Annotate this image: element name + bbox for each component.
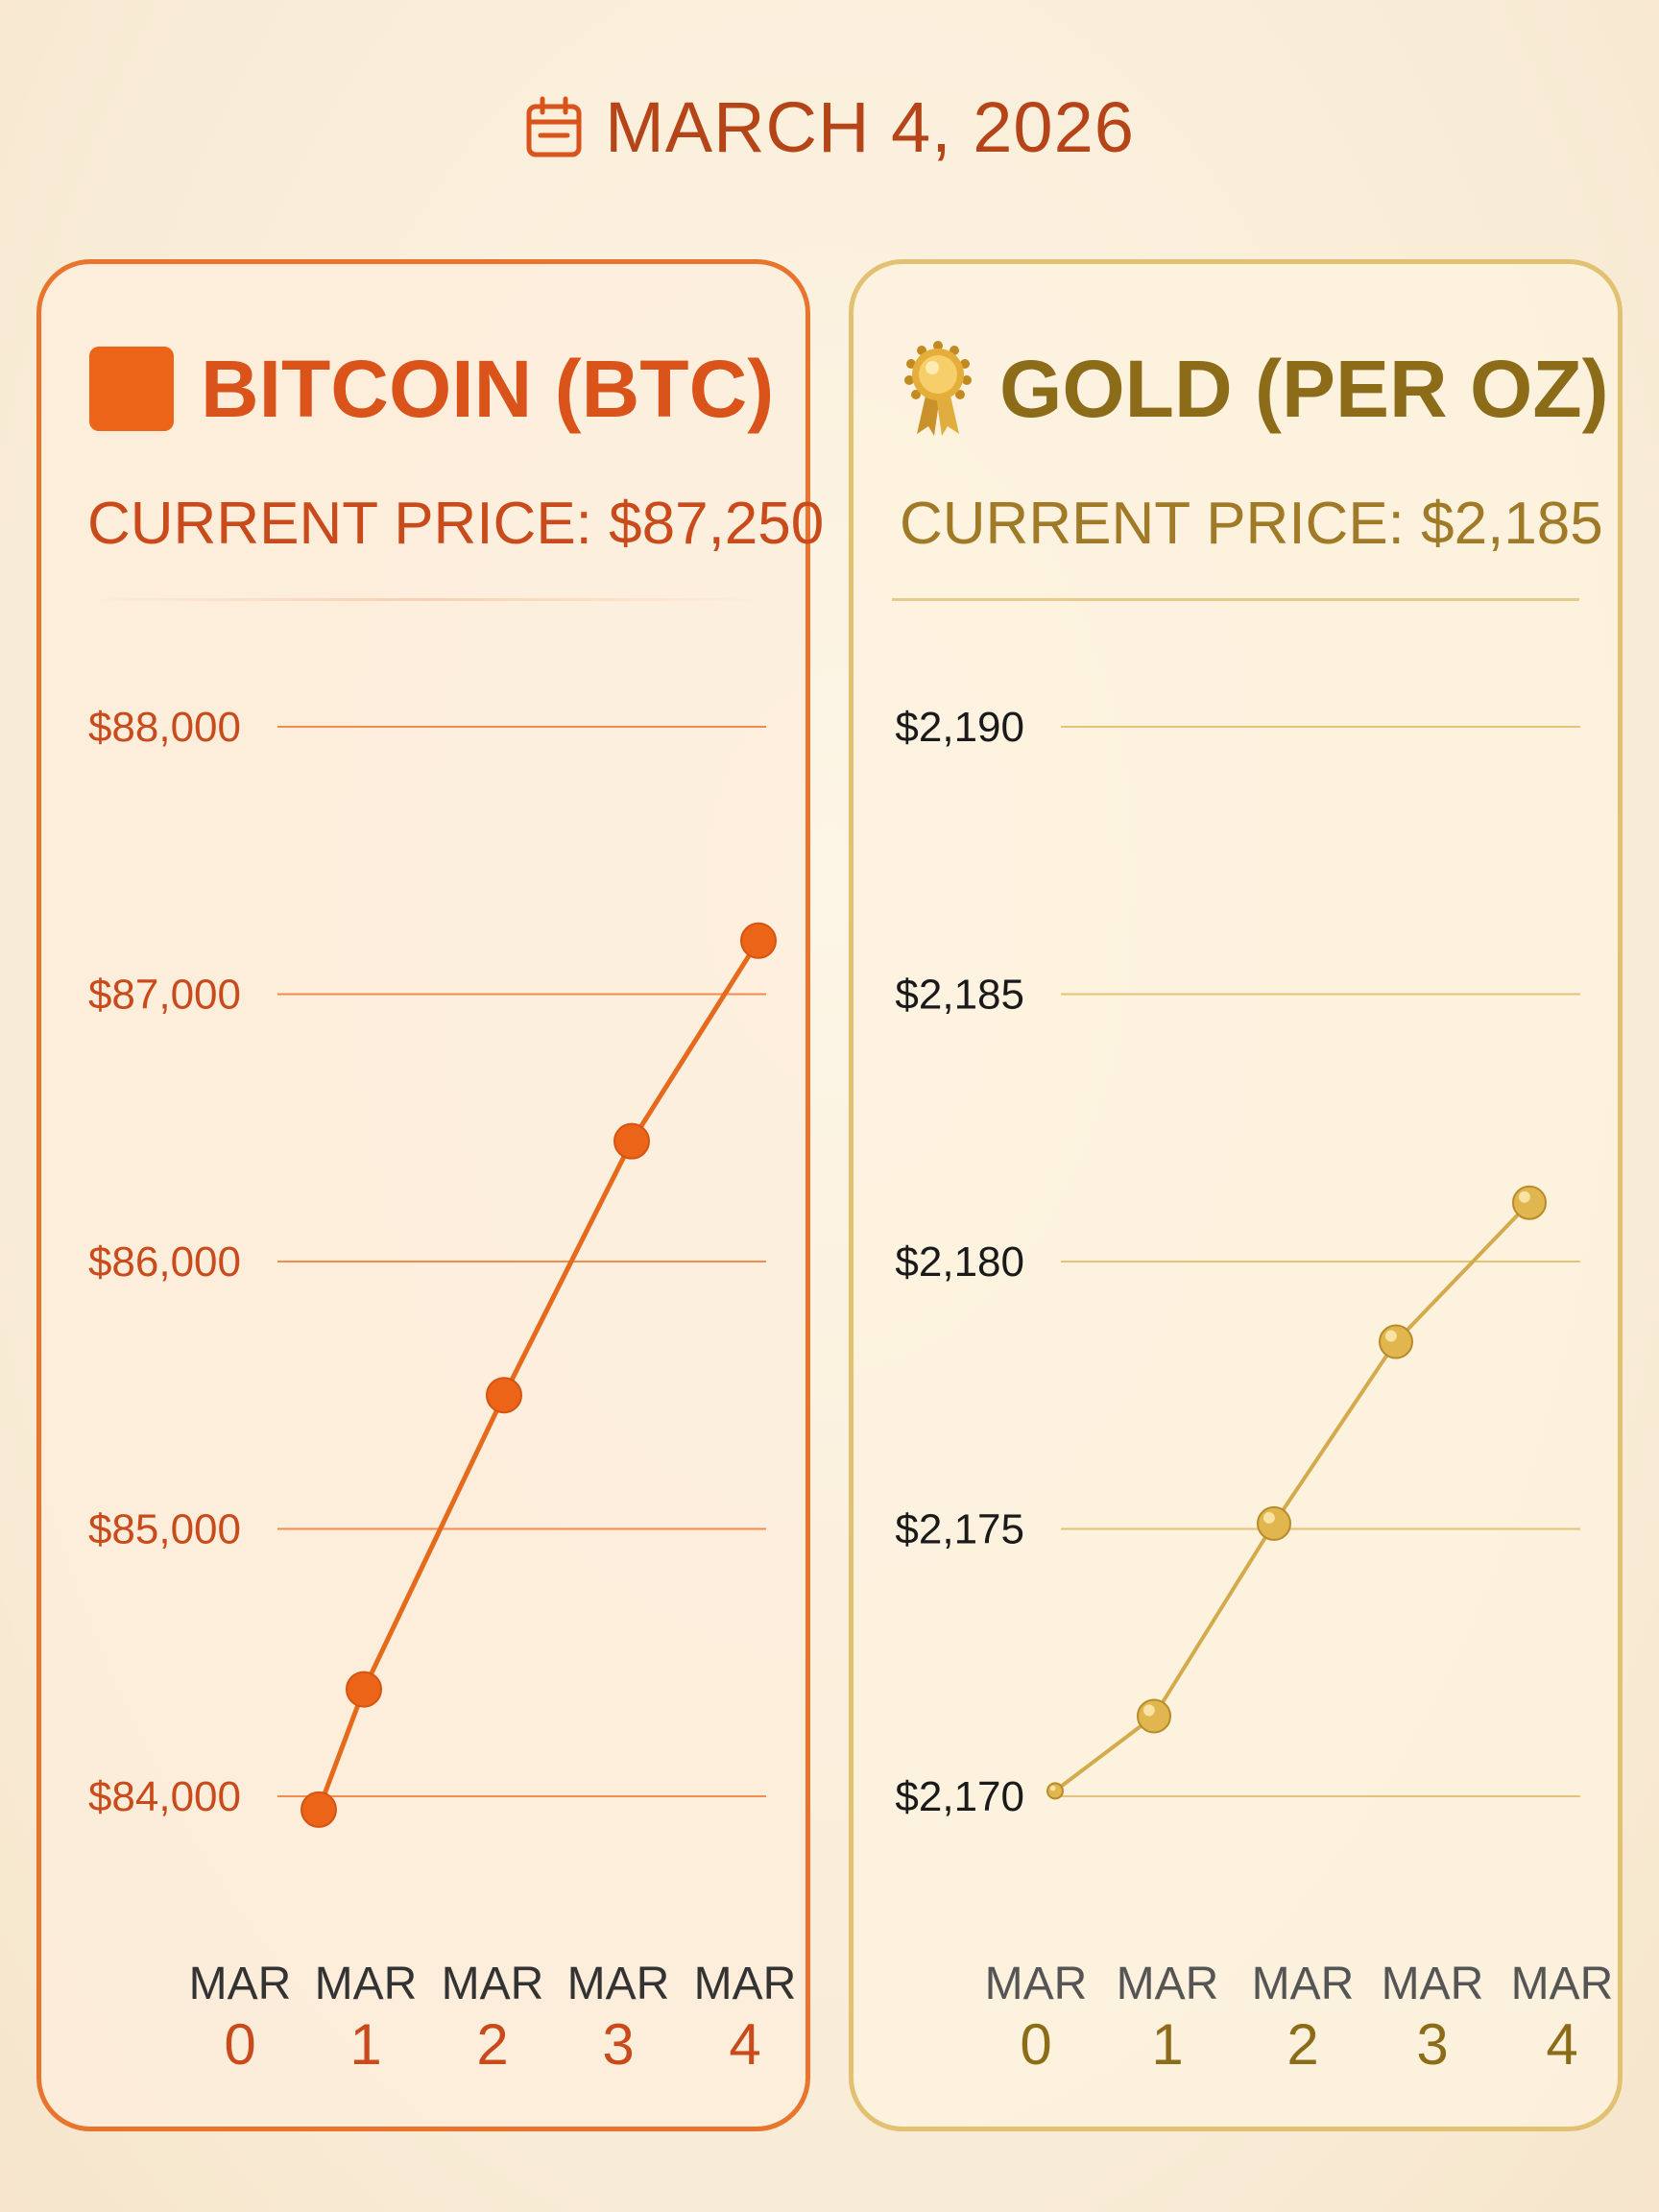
gold-data-point [1512, 1185, 1547, 1220]
bitcoin-y-tick-label: $87,000 [88, 972, 241, 1019]
gold-x-tick-number: 1 [1151, 2012, 1183, 2077]
gold-x-tick-label: MAR [1252, 1959, 1355, 2009]
bitcoin-square-icon [89, 347, 174, 431]
gold-title: GOLD (PER OZ) [900, 331, 1609, 446]
gold-data-point [1257, 1505, 1291, 1541]
bitcoin-x-tick-label: MAR [567, 1959, 670, 2009]
gold-y-tick-label: $2,175 [895, 1506, 1024, 1553]
gold-title-text: GOLD (PER OZ) [999, 343, 1609, 434]
gold-y-tick-label: $2,190 [895, 704, 1024, 751]
bitcoin-data-point [740, 922, 777, 959]
page-date: MARCH 4, 2026 [605, 86, 1135, 167]
gold-data-point [1046, 1782, 1064, 1800]
bitcoin-y-tick-label: $88,000 [88, 704, 241, 751]
gold-y-tick-label: $2,180 [895, 1238, 1024, 1286]
bitcoin-data-point [613, 1122, 650, 1160]
gold-data-point [1379, 1324, 1413, 1359]
gold-panel: GOLD (PER OZ) CURRENT PRICE: $2,185 $2,1… [849, 259, 1623, 2131]
bitcoin-chart: $84,000$85,000$86,000$87,000$88,000MAR0M… [88, 704, 797, 2077]
bitcoin-x-tick-label: MAR [189, 1959, 292, 2009]
bitcoin-data-point [486, 1377, 522, 1414]
bitcoin-y-tick-label: $86,000 [88, 1238, 241, 1286]
gold-data-point-highlight [1142, 1704, 1155, 1717]
gold-series-line [1053, 1201, 1531, 1792]
gold-x-tick-label: MAR [1511, 1959, 1614, 2009]
gold-x-tick-label: MAR [985, 1959, 1088, 2009]
gold-data-point-highlight [1262, 1512, 1275, 1524]
bitcoin-title: BITCOIN (BTC) [89, 331, 786, 446]
gold-x-tick-label: MAR [1382, 1959, 1484, 2009]
bitcoin-panel: BITCOIN (BTC) CURRENT PRICE: $87,250 $84… [36, 259, 824, 2131]
bitcoin-x-tick-number: 0 [224, 2012, 255, 2077]
gold-chart: $2,170$2,175$2,180$2,185$2,190MAR0MAR1MA… [895, 704, 1614, 2077]
gold-y-tick-label: $2,170 [895, 1773, 1024, 1820]
bitcoin-x-tick-number: 4 [729, 2012, 760, 2077]
gold-x-tick-number: 0 [1020, 2012, 1051, 2077]
bitcoin-series-line [316, 939, 761, 1811]
bitcoin-x-tick-number: 1 [349, 2012, 381, 2077]
bitcoin-y-tick-label: $85,000 [88, 1506, 241, 1553]
bitcoin-x-tick-label: MAR [694, 1959, 797, 2009]
gold-x-tick-number: 2 [1286, 2012, 1318, 2077]
header: MARCH 4, 2026 [0, 79, 1659, 175]
gold-x-tick-label: MAR [1117, 1959, 1219, 2009]
bitcoin-current-price: CURRENT PRICE: $87,250 [87, 491, 825, 557]
gold-x-tick-number: 3 [1416, 2012, 1448, 2077]
bitcoin-y-tick-label: $84,000 [88, 1773, 241, 1820]
gold-data-point-highlight [1049, 1785, 1056, 1791]
bitcoin-data-point [301, 1791, 337, 1828]
bitcoin-x-tick-number: 3 [602, 2012, 634, 2077]
bitcoin-x-tick-number: 2 [476, 2012, 508, 2077]
gold-data-point-highlight [1518, 1190, 1530, 1203]
bitcoin-data-point [346, 1671, 382, 1708]
gold-x-tick-number: 4 [1546, 2012, 1577, 2077]
bitcoin-divider [80, 598, 767, 601]
gold-data-point-highlight [1384, 1330, 1397, 1342]
bitcoin-x-tick-label: MAR [442, 1959, 544, 2009]
calendar-icon [526, 96, 582, 157]
gold-divider [892, 598, 1579, 601]
gold-medal-icon [904, 341, 972, 436]
bitcoin-title-text: BITCOIN (BTC) [201, 343, 775, 434]
bitcoin-x-tick-label: MAR [315, 1959, 418, 2009]
gold-data-point [1137, 1698, 1171, 1734]
gold-y-tick-label: $2,185 [895, 972, 1024, 1019]
gold-current-price: CURRENT PRICE: $2,185 [900, 491, 1603, 557]
